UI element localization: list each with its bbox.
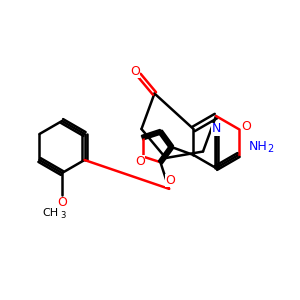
Text: N: N bbox=[211, 122, 221, 136]
Text: O: O bbox=[57, 196, 67, 209]
Text: CH: CH bbox=[42, 208, 58, 218]
Text: O: O bbox=[130, 64, 140, 78]
Text: 3: 3 bbox=[60, 211, 66, 220]
Text: 2: 2 bbox=[267, 144, 274, 154]
Text: O: O bbox=[242, 121, 251, 134]
Text: O: O bbox=[165, 174, 175, 187]
Text: NH: NH bbox=[249, 140, 268, 154]
Text: O: O bbox=[136, 155, 146, 168]
